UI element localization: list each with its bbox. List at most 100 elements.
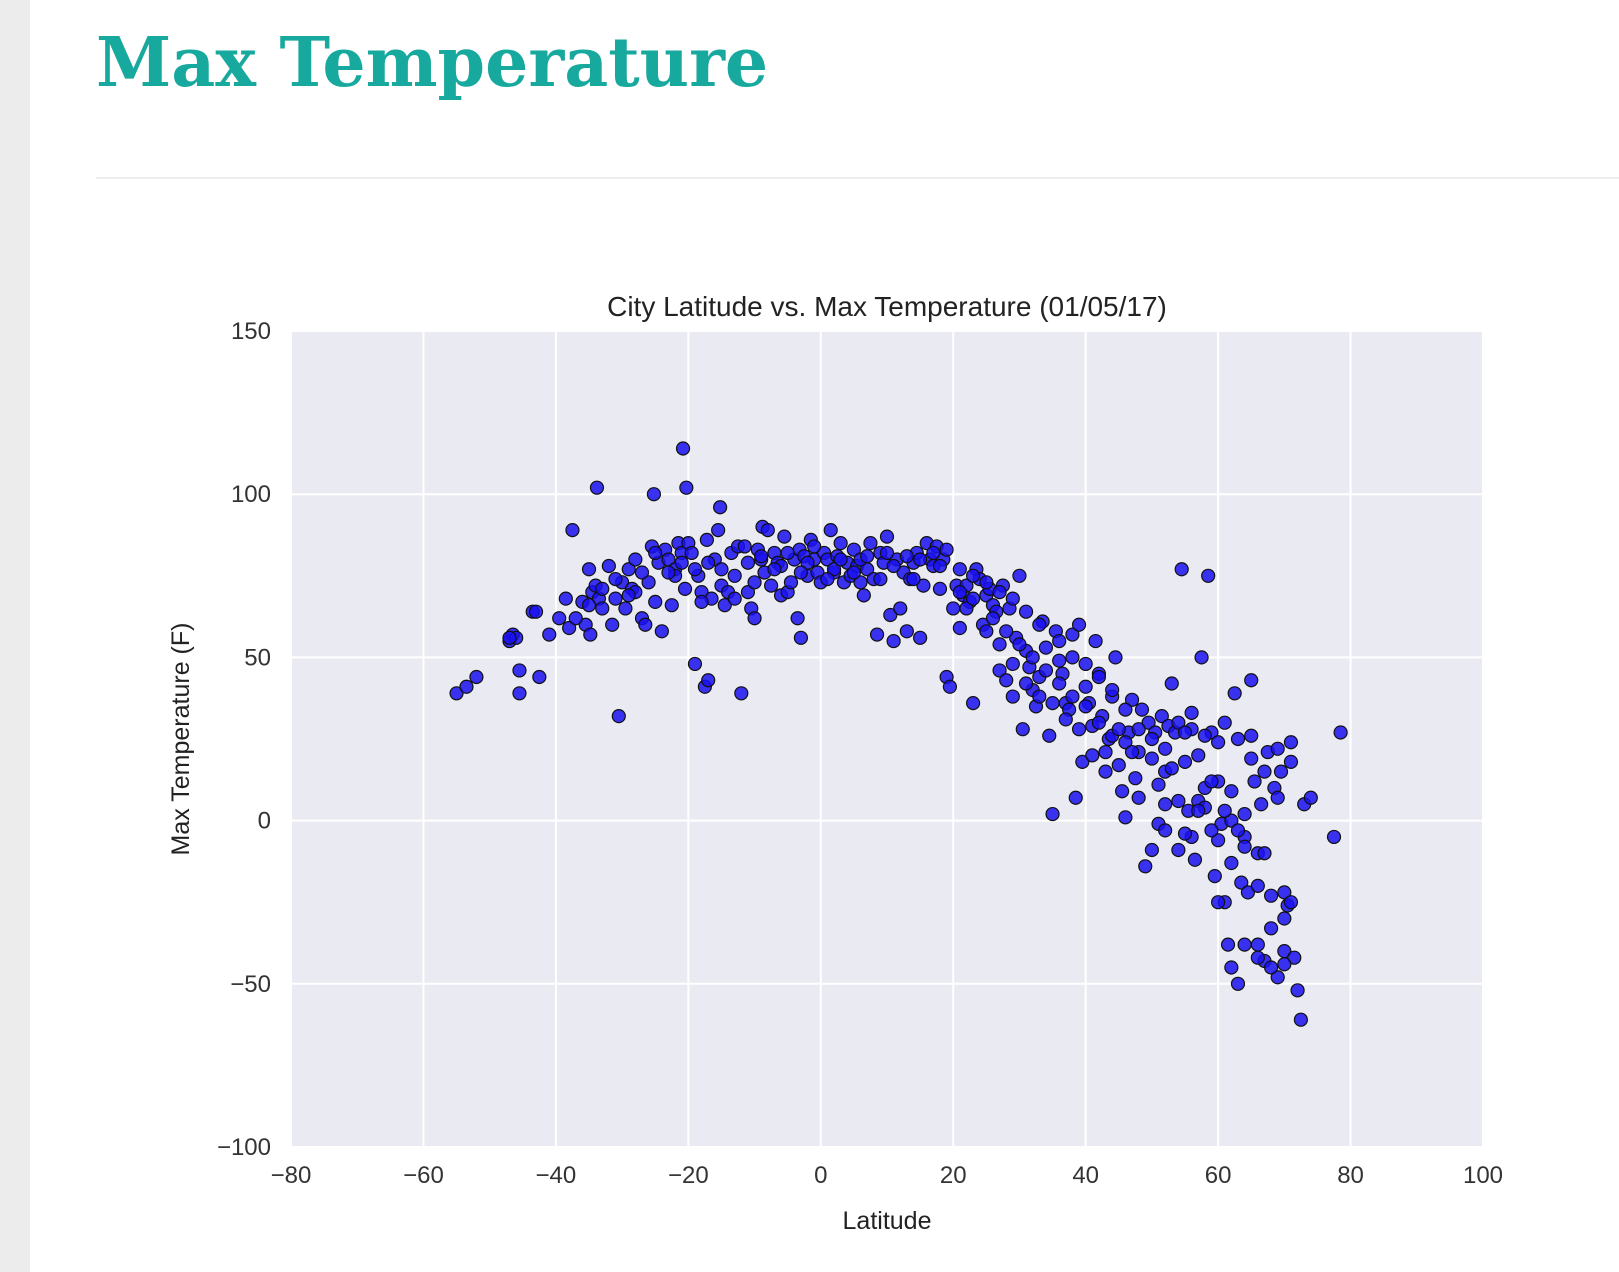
x-tick-label: 0 bbox=[814, 1162, 827, 1189]
data-point bbox=[1263, 960, 1279, 975]
data-point bbox=[1177, 826, 1193, 841]
data-point bbox=[1217, 715, 1232, 730]
data-point bbox=[581, 562, 597, 577]
data-point bbox=[952, 585, 967, 600]
data-point bbox=[1068, 790, 1083, 805]
data-point bbox=[1283, 754, 1299, 769]
data-point bbox=[1091, 715, 1107, 730]
data-point bbox=[1144, 731, 1159, 747]
data-point bbox=[1224, 960, 1239, 975]
data-point bbox=[1025, 650, 1040, 665]
x-tick-label: 60 bbox=[1205, 1162, 1232, 1189]
data-point bbox=[1078, 679, 1093, 694]
x-tick-label: 20 bbox=[940, 1162, 967, 1189]
data-point bbox=[1224, 855, 1239, 871]
data-point bbox=[952, 562, 967, 577]
data-point bbox=[1277, 957, 1292, 972]
data-point bbox=[1227, 686, 1242, 701]
data-point bbox=[1032, 689, 1047, 704]
data-point bbox=[1118, 735, 1133, 750]
data-point bbox=[1273, 764, 1289, 779]
data-point bbox=[641, 575, 656, 590]
data-point bbox=[646, 487, 661, 502]
data-point bbox=[1326, 829, 1342, 845]
data-point bbox=[1071, 617, 1087, 632]
data-points bbox=[449, 441, 1348, 1027]
data-point bbox=[965, 695, 981, 711]
data-point bbox=[1158, 823, 1173, 838]
data-point bbox=[1250, 878, 1265, 893]
y-tick-label: −50 bbox=[230, 971, 271, 998]
data-point bbox=[674, 555, 689, 570]
data-point bbox=[1237, 937, 1252, 952]
data-point bbox=[581, 598, 597, 613]
title-divider bbox=[96, 177, 1619, 179]
data-point bbox=[542, 627, 557, 642]
data-point bbox=[879, 529, 895, 544]
data-point bbox=[1012, 637, 1027, 652]
data-point bbox=[1018, 676, 1034, 691]
data-point bbox=[1333, 725, 1348, 740]
data-point bbox=[1131, 790, 1146, 805]
y-tick-label: 100 bbox=[231, 481, 271, 508]
data-point bbox=[1128, 771, 1143, 786]
data-point bbox=[899, 549, 914, 564]
y-axis-label: Max Temperature (F) bbox=[167, 623, 195, 856]
data-point bbox=[558, 591, 573, 606]
data-point bbox=[747, 611, 762, 626]
data-point bbox=[684, 545, 699, 561]
data-point bbox=[1277, 911, 1292, 926]
data-point bbox=[846, 565, 861, 580]
data-point bbox=[760, 523, 775, 538]
data-point bbox=[1158, 797, 1173, 812]
data-point bbox=[502, 630, 517, 645]
data-point bbox=[727, 568, 742, 583]
data-point bbox=[677, 581, 693, 596]
x-tick-label: −60 bbox=[403, 1162, 444, 1189]
data-point bbox=[1211, 833, 1226, 848]
data-point bbox=[992, 637, 1007, 652]
data-point bbox=[1177, 754, 1193, 769]
data-point bbox=[1211, 735, 1226, 750]
data-point bbox=[863, 536, 878, 551]
data-point bbox=[717, 598, 732, 613]
data-point bbox=[985, 611, 1001, 626]
data-point bbox=[1138, 859, 1153, 874]
data-point bbox=[1164, 676, 1179, 691]
data-point bbox=[1144, 842, 1159, 858]
data-point bbox=[1111, 758, 1126, 773]
data-point bbox=[713, 500, 728, 515]
data-point bbox=[754, 549, 769, 564]
data-point bbox=[1038, 640, 1054, 655]
data-point bbox=[621, 562, 636, 577]
data-point bbox=[869, 627, 885, 642]
data-point bbox=[1277, 885, 1292, 900]
data-point bbox=[1257, 764, 1272, 779]
data-point bbox=[939, 542, 954, 557]
data-point bbox=[1230, 731, 1246, 747]
data-point bbox=[459, 679, 474, 694]
data-point bbox=[906, 571, 921, 587]
data-point bbox=[932, 581, 948, 596]
data-point bbox=[595, 601, 610, 616]
data-point bbox=[449, 686, 464, 701]
data-point bbox=[634, 565, 650, 580]
data-point bbox=[618, 601, 633, 616]
data-point bbox=[916, 578, 931, 593]
data-point bbox=[1224, 813, 1239, 828]
data-point bbox=[638, 617, 653, 632]
data-point bbox=[532, 669, 547, 685]
data-point bbox=[999, 624, 1014, 639]
y-tick-labels: −100 −50 0 50 100 150 bbox=[217, 318, 271, 1161]
data-point bbox=[1293, 1012, 1308, 1027]
data-point bbox=[1114, 784, 1130, 799]
chart-title: City Latitude vs. Max Temperature (01/05… bbox=[607, 291, 1167, 322]
x-tick-label: 40 bbox=[1072, 1162, 1099, 1189]
data-point bbox=[1197, 728, 1212, 743]
data-point bbox=[764, 578, 779, 593]
data-point bbox=[1065, 627, 1080, 642]
data-point bbox=[1151, 777, 1166, 792]
data-point bbox=[1230, 823, 1246, 838]
data-point bbox=[1052, 653, 1067, 668]
data-point bbox=[1191, 803, 1206, 818]
